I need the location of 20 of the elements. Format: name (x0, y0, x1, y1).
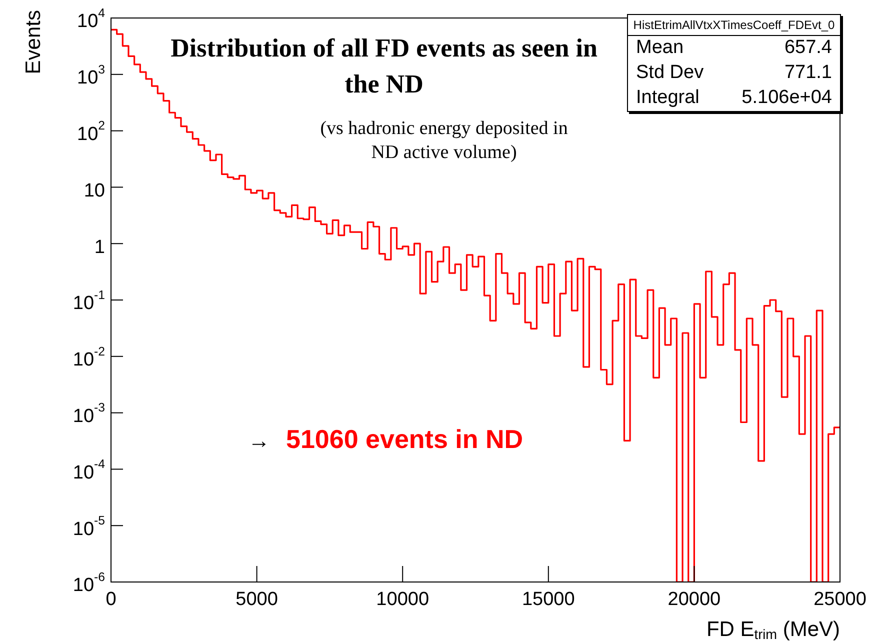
annotation: Std Dev (636, 62, 704, 84)
x-tick-label: 15000 (522, 589, 575, 610)
text: Distribution of all FD events as seen in the ND (170, 34, 598, 99)
x-tick-label: 20000 (668, 589, 721, 610)
annotation: → (248, 428, 270, 454)
x-tick-label: 25000 (814, 589, 866, 610)
annotation: 51060 events in ND (286, 424, 524, 454)
annotation: 5.106e+04 (742, 87, 832, 109)
annotation: Mean (636, 37, 684, 59)
x-tick-label: 0 (106, 589, 116, 610)
annotation: HistEtrimAllVtxXTimesCoeff_FDEvt_0 (628, 15, 840, 36)
y-axis-title: Events (22, 10, 45, 74)
x-tick-label: 10000 (376, 589, 430, 610)
y-tick-label: 1 (94, 236, 106, 258)
y-tick-label: 10 (84, 180, 106, 202)
annotation: 771.1 (784, 62, 832, 84)
text: (vs hadronic energy deposited in ND active volume) (320, 118, 568, 163)
annotation: Integral (636, 87, 700, 109)
x-tick-label: 5000 (236, 589, 278, 610)
annotation: 657.4 (784, 37, 832, 59)
